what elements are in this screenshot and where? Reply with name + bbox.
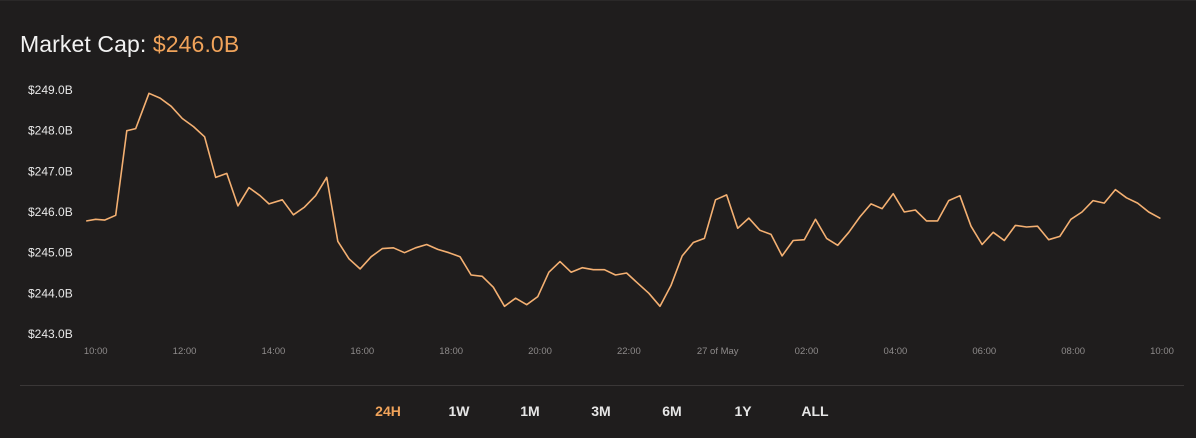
y-tick-label: $245.0B <box>28 246 73 260</box>
y-tick-label: $244.0B <box>28 286 73 300</box>
x-tick-label: 08:00 <box>1061 346 1085 357</box>
page-title: Market Cap: $246.0B <box>20 31 239 58</box>
market-cap-chart: $249.0B $248.0B $247.0B $246.0B $245.0B $244.… <box>28 83 1174 357</box>
x-tick-label: 06:00 <box>972 346 996 357</box>
x-tick-label: 18:00 <box>439 346 463 357</box>
range-tab-all[interactable]: ALL <box>801 403 829 419</box>
series-line <box>86 92 1161 308</box>
x-tick-label: 27 of May <box>697 346 739 357</box>
range-tab-6m[interactable]: 6M <box>662 403 682 419</box>
x-tick-label: 12:00 <box>173 346 197 357</box>
x-tick-label: 10:00 <box>1150 346 1174 357</box>
y-tick-label: $243.0B <box>28 327 73 341</box>
y-tick-label: $248.0B <box>28 124 73 138</box>
range-tab-1y[interactable]: 1Y <box>734 403 752 419</box>
x-tick-label: 20:00 <box>528 346 552 357</box>
x-tick-label: 16:00 <box>350 346 374 357</box>
y-tick-label: $249.0B <box>28 83 73 97</box>
y-tick-label: $247.0B <box>28 164 73 178</box>
x-tick-label: 04:00 <box>884 346 908 357</box>
range-tab-1m[interactable]: 1M <box>520 403 540 419</box>
x-tick-label: 10:00 <box>84 346 108 357</box>
x-tick-label: 14:00 <box>262 346 286 357</box>
range-tab-3m[interactable]: 3M <box>591 403 611 419</box>
range-tab-24h[interactable]: 24H <box>375 403 401 419</box>
range-tabs: 24H 1W 1M 3M 6M 1Y ALL <box>0 403 1196 423</box>
divider <box>20 385 1184 386</box>
x-tick-label: 02:00 <box>795 346 819 357</box>
range-tab-1w[interactable]: 1W <box>448 403 470 419</box>
y-tick-label: $246.0B <box>28 205 73 219</box>
x-tick-label: 22:00 <box>617 346 641 357</box>
title-label: Market Cap: <box>20 31 147 57</box>
title-value: $246.0B <box>152 31 240 57</box>
